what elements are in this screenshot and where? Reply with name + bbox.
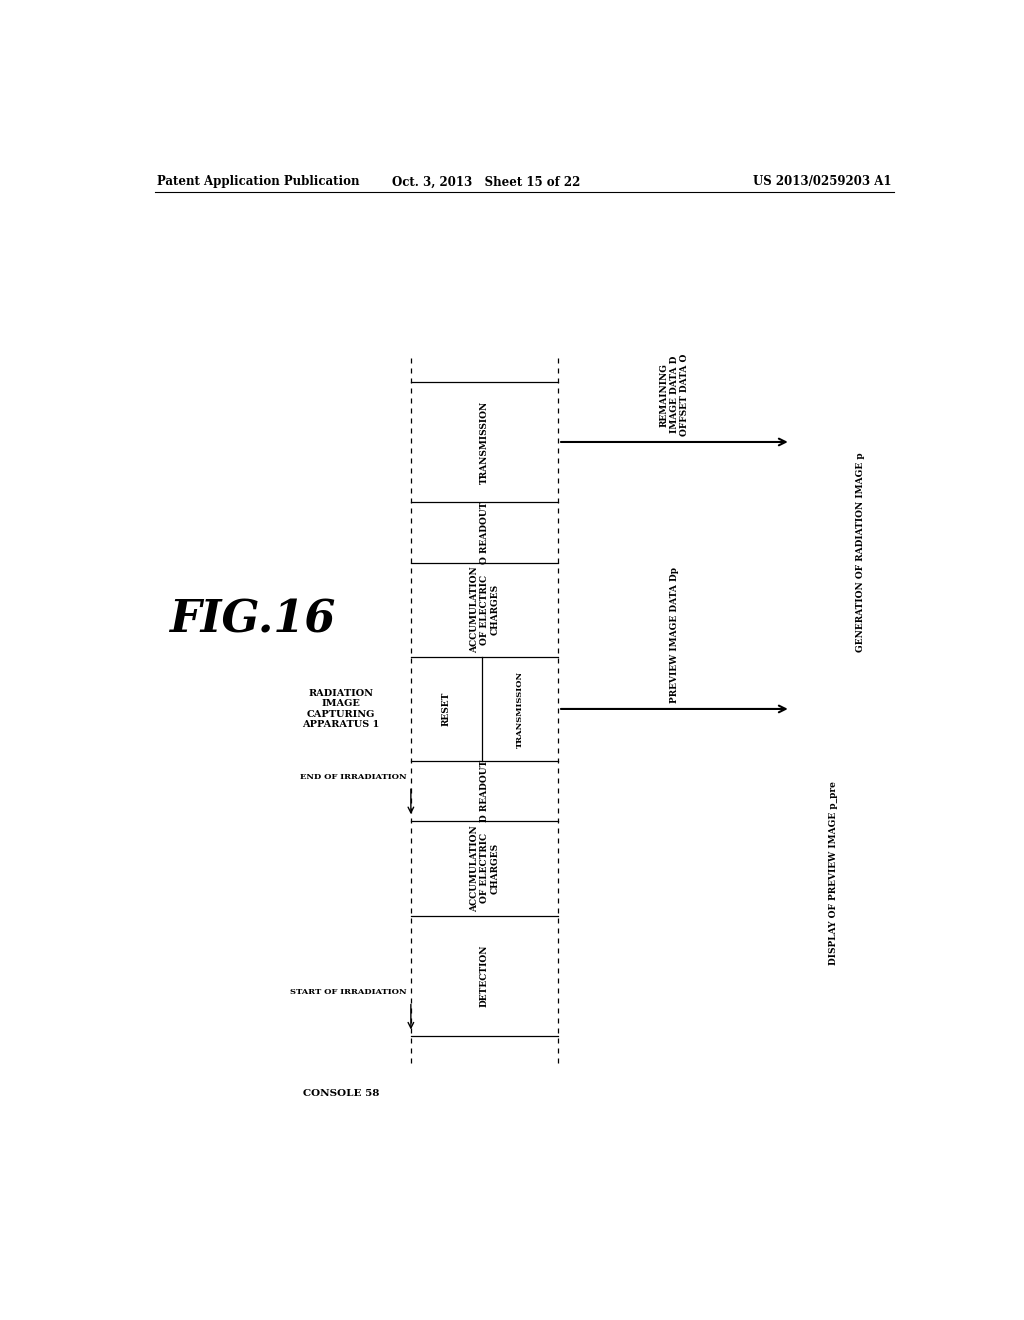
Text: Patent Application Publication: Patent Application Publication <box>158 176 360 189</box>
Text: PREVIEW IMAGE DATA Dp: PREVIEW IMAGE DATA Dp <box>670 566 679 702</box>
Text: TRANSMISSION: TRANSMISSION <box>516 671 524 747</box>
Text: D READOUT: D READOUT <box>480 759 489 822</box>
Text: REMAINING
IMAGE DATA D
OFFSET DATA O: REMAINING IMAGE DATA D OFFSET DATA O <box>659 354 689 436</box>
Text: DISPLAY OF PREVIEW IMAGE p_pre: DISPLAY OF PREVIEW IMAGE p_pre <box>828 780 838 965</box>
Text: US 2013/0259203 A1: US 2013/0259203 A1 <box>753 176 891 189</box>
Text: ACCUMULATION
OF ELECTRIC
CHARGES: ACCUMULATION OF ELECTRIC CHARGES <box>470 825 500 912</box>
Text: Oct. 3, 2013   Sheet 15 of 22: Oct. 3, 2013 Sheet 15 of 22 <box>392 176 581 189</box>
Text: RADIATION
IMAGE
CAPTURING
APPARATUS 1: RADIATION IMAGE CAPTURING APPARATUS 1 <box>302 689 380 729</box>
Text: FIG.16: FIG.16 <box>169 599 335 642</box>
Text: CONSOLE 58: CONSOLE 58 <box>303 1089 379 1098</box>
Text: DETECTION: DETECTION <box>480 945 489 1007</box>
Text: GENERATION OF RADIATION IMAGE p: GENERATION OF RADIATION IMAGE p <box>856 453 865 652</box>
Text: ACCUMULATION
OF ELECTRIC
CHARGES: ACCUMULATION OF ELECTRIC CHARGES <box>470 566 500 653</box>
Text: START OF IRRADIATION: START OF IRRADIATION <box>291 989 407 997</box>
Text: END OF IRRADIATION: END OF IRRADIATION <box>300 774 407 781</box>
Text: O READOUT: O READOUT <box>480 502 489 564</box>
Text: TRANSMISSION: TRANSMISSION <box>480 400 489 483</box>
Text: RESET: RESET <box>441 692 451 726</box>
